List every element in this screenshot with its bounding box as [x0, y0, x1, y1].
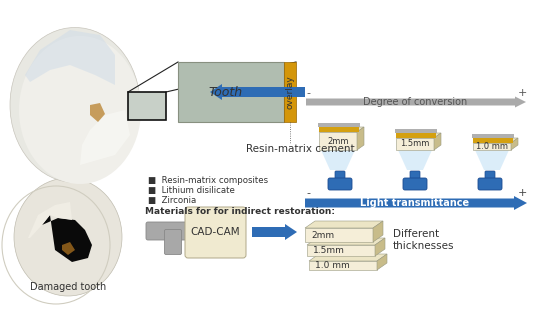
Ellipse shape — [10, 28, 140, 183]
Text: 2mm: 2mm — [311, 231, 334, 240]
Text: 2mm: 2mm — [327, 136, 349, 145]
FancyBboxPatch shape — [178, 62, 284, 122]
Text: -: - — [306, 188, 310, 198]
Text: Resin-matrix cement: Resin-matrix cement — [246, 144, 354, 154]
Polygon shape — [305, 228, 373, 242]
FancyBboxPatch shape — [485, 171, 495, 181]
Polygon shape — [305, 221, 383, 228]
FancyBboxPatch shape — [146, 222, 200, 240]
Polygon shape — [319, 127, 364, 132]
Polygon shape — [473, 143, 511, 150]
Polygon shape — [90, 103, 105, 122]
FancyArrow shape — [305, 196, 527, 210]
Polygon shape — [511, 138, 518, 150]
Polygon shape — [309, 254, 387, 261]
Polygon shape — [307, 245, 375, 256]
FancyArrow shape — [306, 96, 526, 108]
Text: ■  Zirconia: ■ Zirconia — [148, 196, 196, 205]
FancyBboxPatch shape — [165, 232, 181, 240]
Polygon shape — [357, 127, 364, 150]
FancyArrow shape — [252, 224, 297, 240]
Polygon shape — [321, 150, 355, 170]
Polygon shape — [80, 110, 130, 165]
Polygon shape — [396, 138, 434, 150]
Ellipse shape — [14, 178, 122, 296]
Text: Tooth: Tooth — [209, 86, 243, 99]
Polygon shape — [42, 215, 92, 262]
Polygon shape — [307, 238, 385, 245]
Polygon shape — [398, 150, 432, 170]
FancyBboxPatch shape — [128, 92, 166, 120]
FancyBboxPatch shape — [478, 178, 502, 190]
Polygon shape — [28, 202, 72, 238]
Polygon shape — [473, 138, 518, 143]
Polygon shape — [377, 254, 387, 270]
Text: ■  Resin-matrix composites: ■ Resin-matrix composites — [148, 176, 268, 185]
FancyBboxPatch shape — [396, 133, 436, 138]
Text: overlay: overlay — [285, 75, 294, 109]
Polygon shape — [375, 238, 385, 256]
Polygon shape — [25, 30, 115, 85]
Text: 1.5mm: 1.5mm — [313, 246, 345, 255]
Text: Light transmittance: Light transmittance — [360, 198, 470, 208]
Text: 1.0 mm: 1.0 mm — [476, 142, 508, 151]
FancyBboxPatch shape — [472, 134, 514, 138]
FancyBboxPatch shape — [185, 207, 246, 258]
FancyBboxPatch shape — [403, 178, 427, 190]
FancyArrow shape — [210, 84, 305, 100]
Text: Different
thicknesses: Different thicknesses — [393, 229, 454, 251]
Text: Degree of conversion: Degree of conversion — [363, 97, 467, 107]
Text: 1.0 mm: 1.0 mm — [315, 261, 350, 270]
Text: -: - — [306, 88, 310, 98]
Text: Materials for for indirect restoration:: Materials for for indirect restoration: — [145, 207, 335, 216]
Polygon shape — [319, 132, 357, 150]
Polygon shape — [373, 221, 383, 242]
Polygon shape — [475, 150, 509, 170]
FancyBboxPatch shape — [335, 171, 345, 181]
FancyBboxPatch shape — [395, 129, 437, 133]
FancyBboxPatch shape — [164, 229, 182, 255]
Text: CAD-CAM: CAD-CAM — [190, 227, 240, 237]
Ellipse shape — [19, 36, 141, 184]
FancyBboxPatch shape — [319, 127, 359, 132]
FancyBboxPatch shape — [473, 138, 513, 143]
Text: Damaged tooth: Damaged tooth — [30, 282, 106, 292]
FancyBboxPatch shape — [284, 62, 296, 122]
Text: ■  Lithium disilicate: ■ Lithium disilicate — [148, 186, 235, 195]
Text: +: + — [518, 188, 527, 198]
FancyBboxPatch shape — [410, 171, 420, 181]
FancyBboxPatch shape — [328, 178, 352, 190]
Polygon shape — [62, 242, 75, 255]
Polygon shape — [309, 261, 377, 270]
Text: 1.5mm: 1.5mm — [400, 140, 430, 148]
Text: +: + — [518, 88, 527, 98]
Polygon shape — [396, 133, 441, 138]
Polygon shape — [434, 133, 441, 150]
FancyBboxPatch shape — [318, 123, 360, 127]
